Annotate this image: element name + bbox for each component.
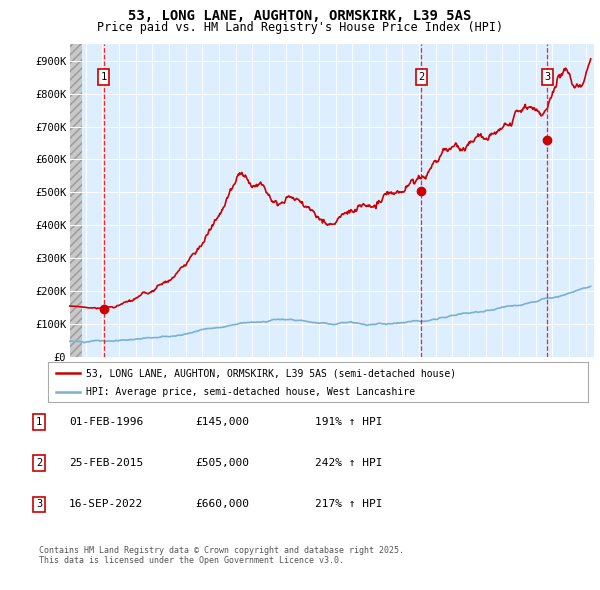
Bar bbox=[69, 44, 82, 357]
Text: £145,000: £145,000 bbox=[195, 417, 249, 427]
Text: 191% ↑ HPI: 191% ↑ HPI bbox=[315, 417, 383, 427]
Text: 53, LONG LANE, AUGHTON, ORMSKIRK, L39 5AS: 53, LONG LANE, AUGHTON, ORMSKIRK, L39 5A… bbox=[128, 9, 472, 23]
Text: Contains HM Land Registry data © Crown copyright and database right 2025.
This d: Contains HM Land Registry data © Crown c… bbox=[39, 546, 404, 565]
Text: 16-SEP-2022: 16-SEP-2022 bbox=[69, 500, 143, 509]
Text: £660,000: £660,000 bbox=[195, 500, 249, 509]
Text: 242% ↑ HPI: 242% ↑ HPI bbox=[315, 458, 383, 468]
Text: 1: 1 bbox=[36, 417, 42, 427]
Text: 2: 2 bbox=[418, 72, 425, 82]
Text: 2: 2 bbox=[36, 458, 42, 468]
Text: 01-FEB-1996: 01-FEB-1996 bbox=[69, 417, 143, 427]
Text: £505,000: £505,000 bbox=[195, 458, 249, 468]
Text: HPI: Average price, semi-detached house, West Lancashire: HPI: Average price, semi-detached house,… bbox=[86, 388, 415, 397]
Text: 3: 3 bbox=[36, 500, 42, 509]
Text: 217% ↑ HPI: 217% ↑ HPI bbox=[315, 500, 383, 509]
Text: 1: 1 bbox=[101, 72, 107, 82]
Text: 53, LONG LANE, AUGHTON, ORMSKIRK, L39 5AS (semi-detached house): 53, LONG LANE, AUGHTON, ORMSKIRK, L39 5A… bbox=[86, 368, 456, 378]
Text: Price paid vs. HM Land Registry's House Price Index (HPI): Price paid vs. HM Land Registry's House … bbox=[97, 21, 503, 34]
Text: 3: 3 bbox=[544, 72, 551, 82]
Text: 25-FEB-2015: 25-FEB-2015 bbox=[69, 458, 143, 468]
